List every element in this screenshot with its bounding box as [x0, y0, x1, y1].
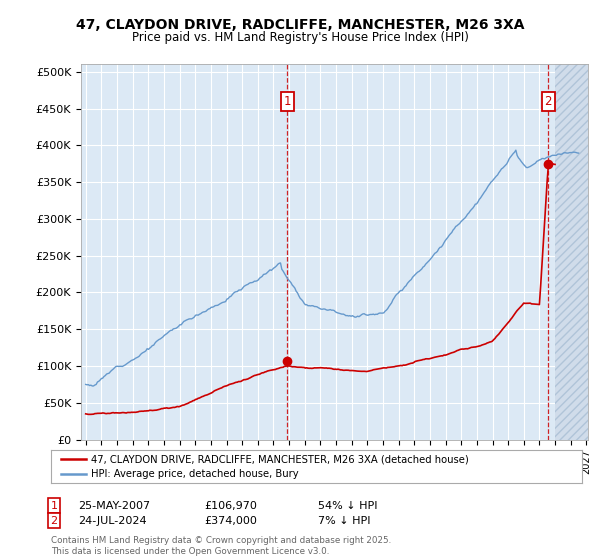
Text: £374,000: £374,000 — [204, 516, 257, 526]
Text: 2: 2 — [50, 516, 58, 526]
Text: Price paid vs. HM Land Registry's House Price Index (HPI): Price paid vs. HM Land Registry's House … — [131, 31, 469, 44]
Text: Contains HM Land Registry data © Crown copyright and database right 2025.
This d: Contains HM Land Registry data © Crown c… — [51, 536, 391, 556]
Text: 47, CLAYDON DRIVE, RADCLIFFE, MANCHESTER, M26 3XA: 47, CLAYDON DRIVE, RADCLIFFE, MANCHESTER… — [76, 18, 524, 32]
Text: 24-JUL-2024: 24-JUL-2024 — [78, 516, 146, 526]
Text: 54% ↓ HPI: 54% ↓ HPI — [318, 501, 377, 511]
Text: 1: 1 — [50, 501, 58, 511]
Text: 7% ↓ HPI: 7% ↓ HPI — [318, 516, 371, 526]
Text: HPI: Average price, detached house, Bury: HPI: Average price, detached house, Bury — [91, 469, 298, 479]
Text: 25-MAY-2007: 25-MAY-2007 — [78, 501, 150, 511]
Text: 2: 2 — [545, 95, 552, 108]
Text: 47, CLAYDON DRIVE, RADCLIFFE, MANCHESTER, M26 3XA (detached house): 47, CLAYDON DRIVE, RADCLIFFE, MANCHESTER… — [91, 454, 469, 464]
Text: £106,970: £106,970 — [204, 501, 257, 511]
Text: 1: 1 — [283, 95, 291, 108]
Bar — [555, 64, 590, 440]
